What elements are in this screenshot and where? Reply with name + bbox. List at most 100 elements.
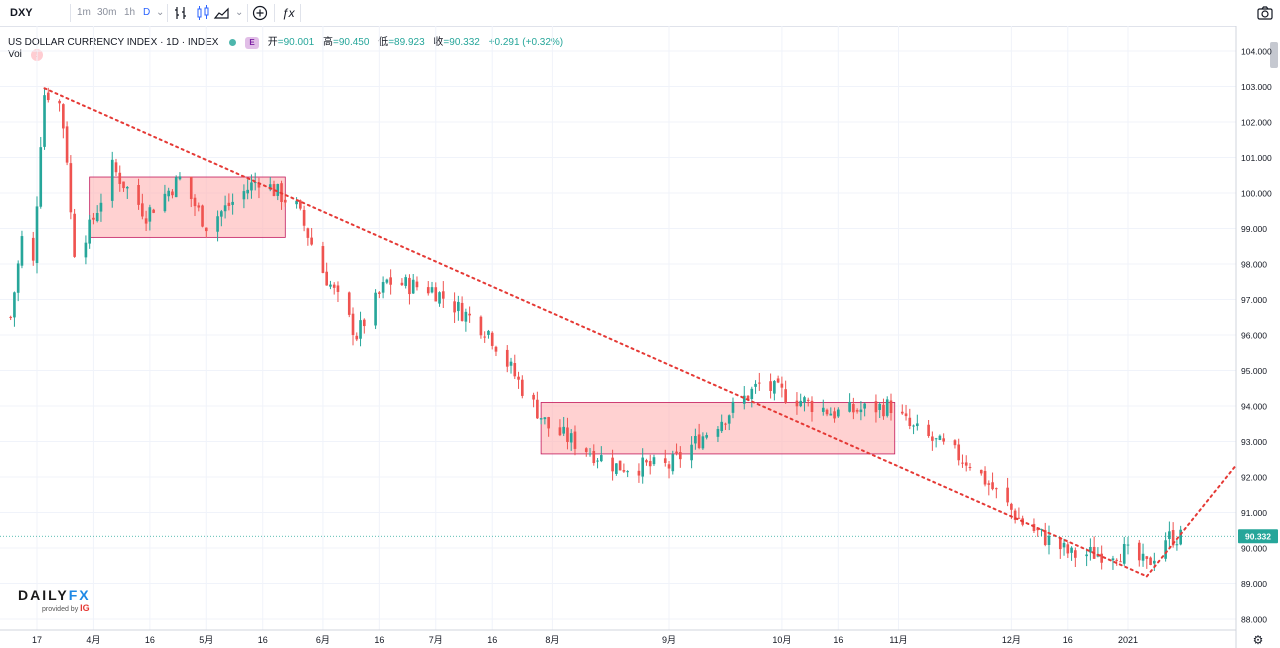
interval-30m-button[interactable]: 30m [97,7,117,18]
candle-body [874,401,878,413]
candle-body [569,433,573,443]
x-tick-label: 8月 [545,635,559,645]
chart-type-dropdown-icon[interactable]: ⌄ [235,7,244,18]
trendlines [0,87,1242,578]
candle-body [321,246,325,273]
candle-body [490,332,494,346]
candle-body [611,457,614,472]
symbol-label[interactable]: DXY [10,7,33,19]
candle-body [487,330,490,335]
market-status-icon [229,38,237,46]
low-value: 89.923 [394,37,425,48]
interval-dropdown-icon[interactable]: ⌄ [156,7,165,18]
camera-icon[interactable] [1256,4,1274,22]
candle-body [776,378,780,383]
candle-body [784,389,787,403]
open-label: 开 [267,37,278,48]
area-chart-icon[interactable] [213,4,231,22]
close-value: 90.332 [449,37,480,48]
price-chart[interactable]: 88.000 89.000 90.000 91.000 92.000 93.000 94.0… [0,26,1280,648]
high-value: 90.450 [338,37,370,48]
candle-body [900,411,904,414]
candle-body [253,182,257,184]
candle-body [983,470,987,485]
interval-1m-button[interactable]: 1m [77,7,91,18]
indicators-icon[interactable]: ƒx [282,6,295,20]
candle-body [667,464,671,469]
y-tick-label: 92.000 [1241,473,1267,483]
candle-body [810,400,814,413]
chart-grid [0,26,1236,630]
candle-body [825,409,829,415]
candle-body [573,431,577,449]
candle-body [1047,535,1051,546]
x-tick-label: 16 [1063,635,1073,645]
candle-body [1036,528,1040,531]
logo-ig: IG [80,603,90,613]
candle-body [95,212,99,222]
candle-body [799,400,803,407]
candle-body [404,277,407,286]
candle-body [964,462,968,466]
open-value: 90.001 [283,37,315,48]
candle-body [457,301,460,312]
candle-body [848,401,851,412]
candle-body [953,440,957,446]
compare-add-icon[interactable] [251,4,269,22]
candle-body [163,193,167,212]
settings-icon: ⚙ [1253,633,1264,647]
candle-body [84,242,88,258]
candle-body [88,219,91,244]
candle-body [754,383,757,387]
candle-body [110,159,114,201]
x-tick-label: 16 [833,635,843,645]
candle-body [1115,559,1119,561]
bar-chart-icon[interactable] [172,4,190,22]
candle-body [615,463,618,474]
candle-body [302,209,306,226]
y-tick-label: 90.000 [1241,544,1267,554]
candle-body [325,271,328,286]
candle-body [1122,544,1126,564]
candle-body [1111,558,1115,561]
candle-body [769,381,772,391]
candle-body [705,435,708,438]
candle-body [441,291,445,299]
candle-body [1010,503,1013,510]
candle-body [16,263,20,293]
y-tick-label: 100.000 [1241,189,1272,199]
y-tick-label: 98.000 [1241,260,1267,270]
x-tick-label: 6月 [316,635,330,645]
candle-body [795,400,799,407]
last-price-tag [1238,529,1278,544]
candle-body [942,438,945,442]
candle-body [837,409,840,417]
candle-body [310,237,313,245]
candle-body [430,287,434,293]
x-tick-label: 5月 [199,635,213,645]
candle-body [438,292,441,304]
candle-body [295,200,298,205]
candle-body [1006,487,1009,503]
interval-1h-button[interactable]: 1h [124,7,136,18]
event-badge[interactable]: E [244,37,259,49]
volume-label: Vol [8,49,22,60]
candle-body [916,423,919,427]
candle-body [1040,528,1043,530]
interval-d-button[interactable]: D [143,7,151,18]
candle-body [1085,554,1088,557]
price-axis-bg [1236,26,1280,648]
y-tick-label: 96.000 [1241,331,1267,341]
candle-body [1043,530,1047,545]
candle-chart-icon[interactable] [194,4,212,22]
candle-body [385,279,389,283]
candle-body [855,410,859,412]
price-axis-scroll-handle [1270,42,1278,68]
toolbar-divider [70,4,71,22]
candle-body [152,209,155,213]
candle-body [400,282,404,286]
candle-body [1171,530,1175,546]
x-tick-label: 2021 [1118,635,1138,645]
logo-daily: DAILY [18,587,69,603]
candle-body [746,395,750,400]
